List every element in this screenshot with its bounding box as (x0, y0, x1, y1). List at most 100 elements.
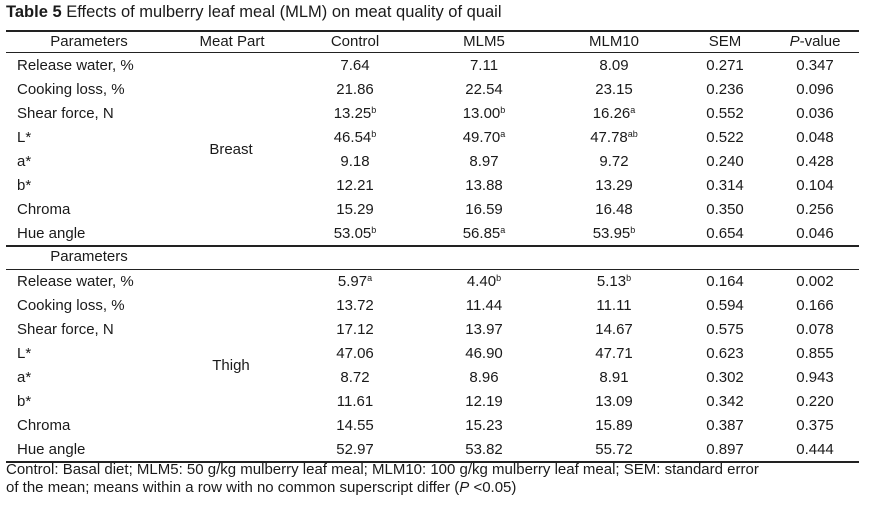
parameter-label: Release water, % (17, 57, 134, 74)
header-rule (6, 52, 859, 53)
parameter-label: Hue angle (17, 441, 86, 458)
value-sem: 0.350 (706, 201, 744, 218)
superscript: a (500, 225, 506, 235)
header-meat-part: Meat Part (199, 33, 265, 50)
value-p: 0.256 (796, 201, 834, 218)
value-mlm10: 5.13b (596, 273, 632, 290)
superscript: a (630, 105, 636, 115)
value-mlm5: 46.90 (465, 345, 503, 362)
value-mlm10: 9.72 (599, 153, 629, 170)
parameter-label: b* (17, 393, 32, 410)
header-sem: SEM (708, 33, 742, 50)
value-control: 17.12 (336, 321, 374, 338)
footnote-line-1: Control: Basal diet; MLM5: 50 g/kg mulbe… (6, 461, 759, 478)
value-sem: 0.552 (706, 105, 744, 122)
value-sem: 0.240 (706, 153, 744, 170)
value-mlm5: 13.88 (465, 177, 503, 194)
value-control: 21.86 (336, 81, 374, 98)
value-mlm10: 55.72 (595, 441, 633, 458)
superscript: b (500, 105, 506, 115)
value-p: 0.096 (796, 81, 834, 98)
value-control: 15.29 (336, 201, 374, 218)
parameter-label: Shear force, N (17, 105, 114, 122)
value-mlm10: 15.89 (595, 417, 633, 434)
value-sem: 0.623 (706, 345, 744, 362)
section-rule-bottom (6, 269, 859, 270)
value-control: 46.54b (333, 129, 377, 146)
superscript: b (496, 273, 502, 283)
value-control: 11.61 (336, 393, 374, 410)
value-p: 0.347 (796, 57, 834, 74)
value-mlm5: 4.40b (466, 273, 502, 290)
header-mlm10: MLM10 (588, 33, 640, 50)
parameter-label: Release water, % (17, 273, 134, 290)
value-sem: 0.302 (706, 369, 744, 386)
value-mlm5: 7.11 (469, 57, 499, 74)
superscript: ab (627, 129, 638, 139)
value-mlm10: 13.09 (595, 393, 633, 410)
table-caption: Effects of mulberry leaf meal (MLM) on m… (61, 3, 502, 21)
parameter-label: a* (17, 369, 32, 386)
value-mlm10: 13.29 (595, 177, 633, 194)
value-p: 0.048 (796, 129, 834, 146)
value-sem: 0.594 (706, 297, 744, 314)
section-rule-top (6, 245, 859, 247)
table-footnote: Control: Basal diet; MLM5: 50 g/kg mulbe… (6, 461, 866, 497)
value-p: 0.375 (796, 417, 834, 434)
value-p: 0.036 (796, 105, 834, 122)
value-mlm5: 8.97 (469, 153, 499, 170)
value-mlm5: 12.19 (465, 393, 503, 410)
meat-part-thigh: Thigh (212, 357, 250, 374)
value-control: 52.97 (336, 441, 374, 458)
value-p: 0.855 (796, 345, 834, 362)
value-p: 0.002 (796, 273, 834, 290)
header-mlm5: MLM5 (463, 33, 505, 50)
thigh-parameters-header: Parameters (50, 248, 128, 265)
value-mlm5: 8.96 (469, 369, 499, 386)
value-mlm10: 8.91 (599, 369, 629, 386)
value-sem: 0.575 (706, 321, 744, 338)
parameter-label: b* (17, 177, 32, 194)
value-mlm10: 8.09 (599, 57, 629, 74)
value-mlm10: 11.11 (596, 297, 632, 314)
value-sem: 0.236 (706, 81, 744, 98)
table-title: Table 5 Effects of mulberry leaf meal (M… (6, 3, 502, 22)
parameter-label: L* (17, 129, 32, 146)
parameter-label: Chroma (17, 417, 71, 434)
value-p: 0.104 (796, 177, 834, 194)
parameter-label: Chroma (17, 201, 71, 218)
header-parameters: Parameters (50, 33, 128, 50)
value-mlm10: 47.71 (595, 345, 633, 362)
superscript: a (500, 129, 506, 139)
value-mlm5: 16.59 (465, 201, 503, 218)
value-p: 0.046 (796, 225, 834, 242)
value-mlm5: 15.23 (465, 417, 503, 434)
parameter-label: L* (17, 345, 32, 362)
value-sem: 0.271 (706, 57, 744, 74)
parameter-label: Hue angle (17, 225, 86, 242)
value-mlm5: 11.44 (465, 297, 503, 314)
value-control: 12.21 (336, 177, 374, 194)
value-sem: 0.387 (706, 417, 744, 434)
value-control: 7.64 (340, 57, 370, 74)
value-mlm5: 56.85a (462, 225, 506, 242)
value-p: 0.943 (796, 369, 834, 386)
value-sem: 0.522 (706, 129, 744, 146)
footnote-line-2: of the mean; means within a row with no … (6, 479, 517, 496)
value-control: 14.55 (336, 417, 374, 434)
bottom-rule (6, 461, 859, 463)
value-control: 13.72 (336, 297, 374, 314)
value-control: 53.05b (333, 225, 377, 242)
value-mlm10: 16.26a (592, 105, 636, 122)
value-mlm5: 53.82 (465, 441, 503, 458)
value-control: 5.97a (337, 273, 373, 290)
value-control: 9.18 (340, 153, 370, 170)
value-mlm5: 13.00b (462, 105, 506, 122)
value-mlm10: 16.48 (595, 201, 633, 218)
value-mlm10: 14.67 (595, 321, 633, 338)
header-p-value: P-value (789, 33, 841, 50)
value-mlm5: 49.70a (462, 129, 506, 146)
value-mlm10: 53.95b (592, 225, 636, 242)
superscript: b (371, 225, 377, 235)
superscript: b (630, 225, 636, 235)
